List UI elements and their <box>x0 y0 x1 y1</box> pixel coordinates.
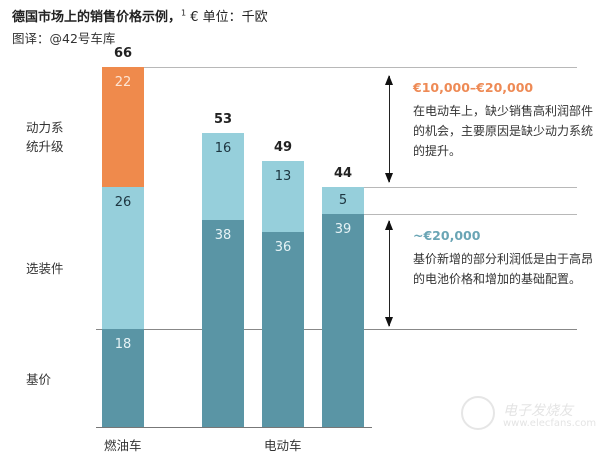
x-axis-baseline <box>96 427 372 428</box>
segment-value: 36 <box>274 240 292 255</box>
segment-value: 38 <box>214 228 232 243</box>
bar-ice: 22 26 18 <box>102 67 144 427</box>
watermark-url: www.elecfans.com <box>503 418 597 429</box>
segment-base: 38 <box>202 220 244 427</box>
watermark-text: 电子发烧友 <box>503 403 573 419</box>
annotation-bottom: ~€20,000 基价新增的部分利润低是由于高昂的电池价格和增加的基础配置。 <box>413 228 593 289</box>
row-label-powertrain: 动力系 统升级 <box>26 118 64 156</box>
segment-base: 36 <box>262 232 304 427</box>
x-label-ev: 电动车 <box>264 438 302 453</box>
row-label-base: 基价 <box>26 372 52 387</box>
segment-options: 5 <box>322 187 364 214</box>
bar-total-ev-1: 53 <box>213 112 233 127</box>
segment-base: 18 <box>102 329 144 427</box>
segment-value: 39 <box>334 222 352 237</box>
segment-powertrain: 22 <box>102 67 144 187</box>
annotation-bottom-heading: ~€20,000 <box>413 228 481 243</box>
segment-base: 39 <box>322 214 364 427</box>
annotation-top: €10,000–€20,000 在电动车上，缺少销售高利润部件的机会，主要原因是… <box>413 80 593 161</box>
segment-value: 26 <box>114 195 132 210</box>
segment-options: 13 <box>262 161 304 232</box>
x-label-ice: 燃油车 <box>104 438 142 453</box>
bar-total-ev-3: 44 <box>333 166 353 181</box>
ref-line-top <box>144 67 577 68</box>
segment-options: 16 <box>202 133 244 220</box>
segment-value: 5 <box>338 193 348 208</box>
bar-total-ice: 66 <box>113 46 133 61</box>
annotation-bottom-body: 基价新增的部分利润低是由于高昂的电池价格和增加的基础配置。 <box>413 252 594 286</box>
segment-value: 22 <box>114 75 132 90</box>
row-label-powertrain-line1: 动力系 <box>26 120 64 135</box>
watermark-logo-icon <box>461 396 495 430</box>
bar-ev-1: 16 38 <box>202 133 244 427</box>
ref-line-ev-base <box>364 214 577 215</box>
chart-title: 德国市场上的销售价格示例，1 € 单位：千欧 <box>12 6 268 25</box>
segment-value: 13 <box>274 169 292 184</box>
annotation-top-heading: €10,000–€20,000 <box>413 80 534 95</box>
double-arrow-icon <box>385 75 393 183</box>
double-arrow-icon <box>385 220 393 327</box>
title-text: 德国市场上的销售价格示例， <box>12 10 182 25</box>
chart-subtitle: 图译：@42号车库 <box>12 31 116 46</box>
bar-ev-3: 5 39 <box>322 187 364 427</box>
segment-value: 16 <box>214 141 232 156</box>
annotation-top-body: 在电动车上，缺少销售高利润部件的机会，主要原因是缺少动力系统的提升。 <box>413 104 594 158</box>
unit-label: € 单位：千欧 <box>186 10 268 25</box>
bar-ev-2: 13 36 <box>262 161 304 427</box>
footnote-marker: 1 <box>181 8 187 18</box>
row-label-powertrain-line2: 统升级 <box>26 139 64 154</box>
bar-total-ev-2: 49 <box>273 140 293 155</box>
ref-line-ev-total <box>364 187 577 188</box>
segment-value: 18 <box>114 337 132 352</box>
segment-options: 26 <box>102 187 144 329</box>
row-label-options: 选装件 <box>26 261 64 276</box>
